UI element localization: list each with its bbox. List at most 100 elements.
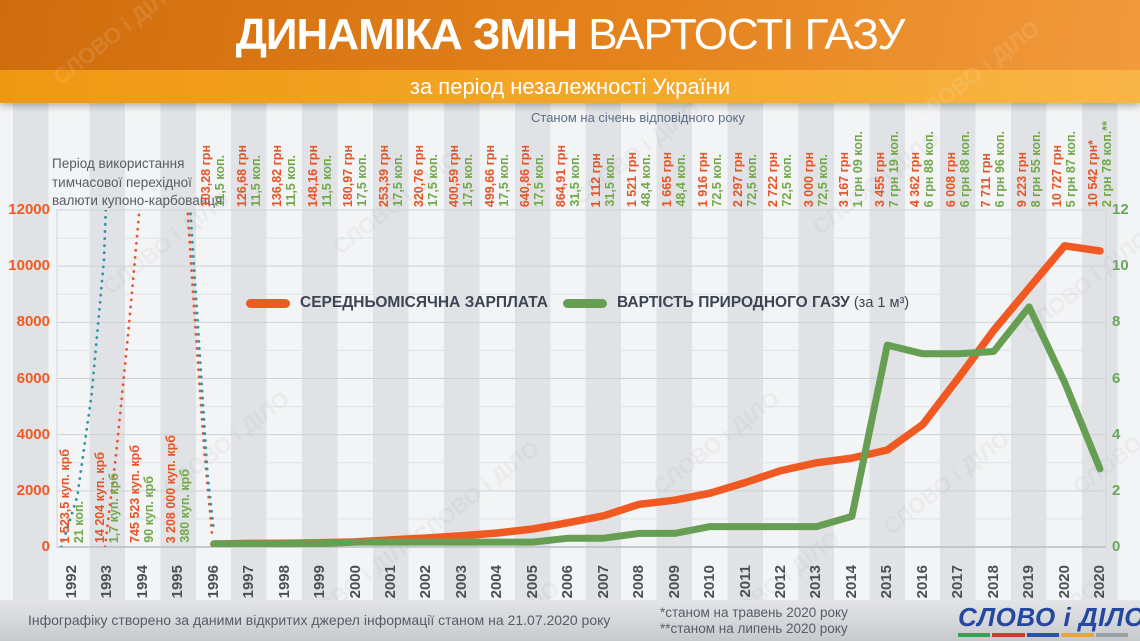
x-axis-label-column: 2008 [621, 565, 657, 598]
year-label: 2001 [382, 564, 400, 598]
header: ДИНАМІКА ЗМІН ВАРТОСТІ ГАЗУ за період не… [0, 0, 1140, 103]
left-axis-tick: 6000 [16, 369, 50, 387]
x-axis-label-column: 2013 [798, 565, 834, 598]
gas-value-label: 11,5 коп. [248, 155, 263, 207]
x-axis-label-column: 2006 [550, 565, 586, 598]
x-axis-label-column: 2020 [1047, 565, 1083, 598]
x-axis-label-column: 2004 [479, 565, 515, 598]
year-label: 1999 [311, 564, 329, 598]
coupon-gas-label: 1,7 куп. крб [106, 472, 121, 543]
salary-value-label: 148,16 грн [305, 144, 320, 207]
x-axis-label-column: 2010 [692, 565, 728, 598]
page-title-bold: ДИНАМІКА ЗМІН [235, 10, 578, 59]
value-label-column: 126,68 грн 11,5 коп. [231, 145, 267, 207]
salary-value-label: 10 727 грн [1050, 144, 1065, 207]
x-axis-label-column: 1995 [160, 565, 196, 598]
value-label-column: 1 521 грн 48,4 коп. [621, 152, 657, 207]
value-label-column: 4 362 грн 6 грн 88 коп. [905, 131, 941, 207]
gas-value-label: 17,5 коп. [355, 154, 370, 207]
value-label-column: 1 916 грн 72,5 коп. [692, 152, 728, 207]
salary-value-label: 1 112 грн [589, 152, 604, 207]
salary-value-label: 499,66 грн [482, 144, 497, 207]
salary-value-label: 10 542 грн* [1085, 140, 1100, 207]
legend-gas-label-note: (за 1 м³) [849, 295, 910, 311]
value-label-column: 2 297 грн 72,5 коп. [728, 152, 764, 207]
year-label: 2015 [878, 564, 896, 598]
salary-value-label: 126,68 грн [234, 144, 249, 207]
year-label: 2010 [701, 564, 719, 598]
year-label: 2014 [842, 564, 860, 598]
year-label: 2018 [984, 564, 1002, 598]
value-label-column: 148,16 грн 11,5 коп. [302, 145, 338, 207]
x-axis-label-column: 1993 [89, 565, 125, 598]
x-axis-label-column: 2020 [1082, 565, 1118, 598]
logo-underline-segment [1061, 633, 1094, 637]
left-axis-tick: 2000 [16, 481, 50, 499]
x-axis-label-column: 2000 [338, 565, 374, 598]
year-label: 2020 [1055, 564, 1073, 598]
value-label-column: 320,76 грн 17,5 коп. [408, 145, 444, 207]
year-label: 2012 [771, 564, 789, 598]
legend-gas-label-bold: ВАРТІСТЬ ПРИРОДНОГО ГАЗУ [616, 294, 850, 311]
gas-value-label: 17,5 коп. [390, 154, 405, 207]
salary-value-label: 320,76 грн [411, 144, 426, 207]
gas-value-label: 5 грн 87 коп. [1064, 130, 1079, 207]
salary-value-label: 3 455 грн [872, 151, 887, 207]
value-label-column: 9 223 грн 8 грн 55 коп. [1011, 131, 1047, 207]
page-subtitle: за період незалежності України [409, 73, 731, 99]
asterisk-notes: *станом на травень 2020 року **станом на… [660, 605, 848, 636]
value-label-column: 1 665 грн 48,4 коп. [657, 152, 693, 207]
salary-value-label: 9 223 грн [1014, 151, 1029, 207]
logo-underline [958, 633, 1129, 637]
value-label-column: 640,86 грн 17,5 коп. [515, 145, 551, 207]
coupon-salary-label: 1 523,5 куп. крб [57, 448, 72, 544]
salary-value-label: 2 722 грн [766, 151, 781, 207]
year-label: 1994 [133, 564, 151, 598]
salary-value-label: 7 711 грн [979, 152, 994, 207]
x-axis-label-column: 2017 [940, 565, 976, 598]
logo-text: СЛОВО і ДІЛО [958, 602, 1140, 632]
gas-value-label: 72,5 коп. [745, 154, 760, 207]
salary-value-label: 103,28 грн [199, 144, 214, 207]
left-axis-tick: 10000 [8, 257, 50, 275]
year-label: 1998 [275, 564, 293, 598]
x-axis-label-column: 1999 [302, 565, 338, 598]
legend-gas-label: ВАРТІСТЬ ПРИРОДНОГО ГАЗУ (за 1 м³) [617, 294, 909, 312]
year-label: 2003 [452, 564, 470, 598]
right-axis-tick: 2 [1112, 481, 1121, 499]
value-label-column: 10 542 грн* 2 грн 78 коп.** [1082, 121, 1118, 207]
gas-value-label: 11,5 коп. [319, 155, 334, 207]
gas-value-label: 31,5 коп. [603, 154, 618, 207]
footer: Інфографіку створено за даними відкритих… [0, 600, 1140, 641]
coupon-salary-label: 745 523 куп. крб [128, 445, 143, 543]
asterisk-note-july: **станом на липень 2020 року [660, 620, 848, 636]
year-label: 2011 [736, 565, 754, 598]
x-axis-label-column: 2012 [763, 565, 799, 598]
x-axis-label-column: 2016 [905, 565, 941, 598]
year-label: 1995 [169, 564, 187, 598]
value-label-column: 2 722 грн 72,5 коп. [763, 152, 799, 207]
gas-value-label: 7 грн 19 коп. [886, 130, 901, 207]
salary-value-label: 6 008 грн [943, 151, 958, 207]
value-label-column: 3 455 грн 7 грн 19 коп. [869, 131, 905, 207]
value-label-column: 3 000 грн 72,5 коп. [798, 152, 834, 207]
gas-value-label: 48,4 коп. [674, 154, 689, 207]
value-label-column: 1 112 грн 31,5 коп. [586, 153, 622, 207]
gas-value-label: 6 грн 88 коп. [957, 130, 972, 207]
year-label: 1993 [98, 564, 116, 598]
right-axis-tick: 8 [1112, 313, 1121, 331]
logo-underline-segment [1095, 633, 1129, 637]
header-subtitle-bar: за період незалежності України [0, 70, 1140, 103]
left-axis-tick: 12000 [8, 201, 50, 218]
year-label: 2000 [346, 564, 364, 598]
x-axis-label-column: 2011 [728, 565, 764, 598]
header-title-bar: ДИНАМІКА ЗМІН ВАРТОСТІ ГАЗУ [0, 0, 1140, 70]
year-label: 2009 [665, 564, 683, 598]
x-axis-label-column: 2019 [1011, 565, 1047, 598]
coupon-label-column: 3 208 000 куп. крб 380 куп. крб [160, 435, 196, 543]
salary-value-label: 3 000 грн [801, 151, 816, 207]
salary-value-label: 180,97 грн [341, 144, 356, 207]
x-axis-label-column: 2015 [869, 565, 905, 598]
x-axis-label-column: 2003 [444, 565, 480, 598]
slovoidilo-logo: СЛОВО і ДІЛО [958, 602, 1140, 637]
